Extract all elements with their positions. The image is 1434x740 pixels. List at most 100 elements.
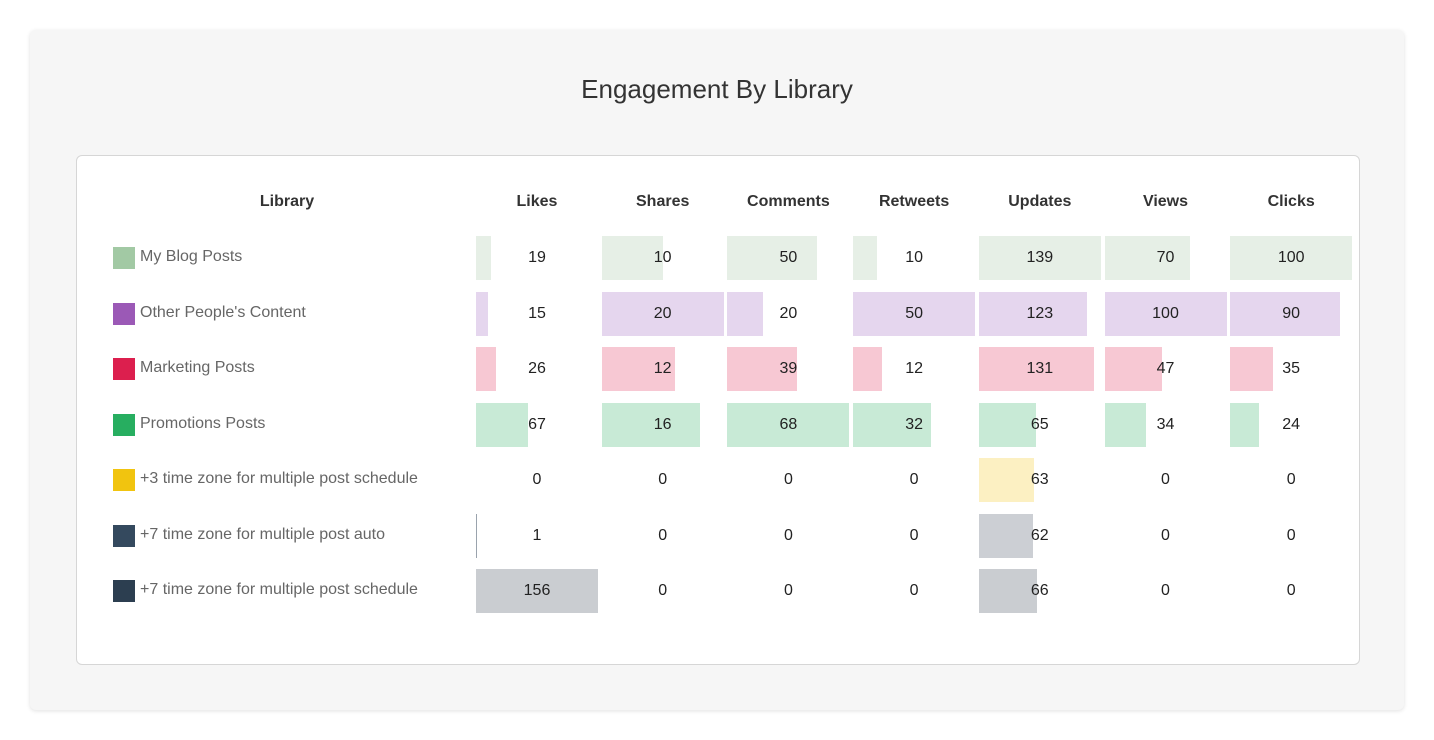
value-bar [476, 513, 477, 558]
cell-value: 0 [658, 582, 668, 599]
value-bar [476, 347, 496, 391]
value-bar [978, 513, 1033, 558]
cell-value: 39 [779, 360, 798, 377]
cell-value: 10 [905, 249, 923, 266]
cell-likes: 15 [476, 291, 598, 336]
value-bar [978, 291, 1087, 336]
library-name: Promotions Posts [140, 414, 266, 432]
library-name: Marketing Posts [140, 359, 255, 376]
value-bar [601, 236, 663, 280]
library-color-swatch [113, 358, 135, 380]
library-color-swatch [113, 247, 135, 269]
cell-comments: 0 [727, 569, 849, 613]
cell-value: 0 [1161, 582, 1170, 599]
value-bar [727, 347, 798, 391]
cell-views: 0 [1105, 458, 1227, 502]
cell-likes: 67 [476, 402, 598, 447]
cell-value: 0 [1161, 471, 1170, 488]
value-bar [601, 402, 700, 447]
cell-retweets: 12 [853, 347, 975, 391]
cell-views: 100 [1104, 291, 1227, 336]
cell-shares: 20 [601, 291, 724, 336]
library-color-swatch [113, 580, 135, 602]
engagement-table: Library Likes Shares Comments Retweets Update… [76, 155, 1360, 665]
cell-comments: 50 [727, 236, 849, 280]
table-row: +7 time zone for multiple post schedule 1… [77, 569, 1359, 613]
value-bar [978, 458, 1034, 502]
cell-clicks: 24 [1230, 402, 1352, 447]
table-row: Other People's Content 15 20 20 50 123 100 90 [77, 291, 1359, 336]
table-row: Marketing Posts 26 12 39 12 131 47 35 [77, 347, 1359, 391]
value-bar [853, 347, 883, 391]
cell-clicks: 0 [1230, 514, 1352, 558]
cell-value: 10 [653, 249, 672, 266]
header-clicks: Clicks [1267, 193, 1315, 210]
header-retweets: Retweets [878, 193, 950, 210]
library-color-swatch [113, 302, 135, 325]
cell-likes: 0 [476, 458, 598, 502]
cell-views: 70 [1104, 236, 1227, 280]
cell-likes: 1 [476, 513, 598, 558]
cell-value: 15 [528, 304, 546, 322]
library-name: +3 time zone for multiple post schedule [140, 470, 418, 487]
table-row: Promotions Posts 67 16 68 32 65 34 24 [77, 402, 1359, 447]
cell-comments: 0 [727, 514, 849, 558]
cell-value: 131 [1026, 360, 1054, 377]
value-bar [853, 291, 976, 336]
value-bar [727, 402, 850, 447]
cell-value: 0 [1161, 526, 1170, 544]
value-bar [601, 291, 724, 336]
cell-value: 0 [909, 582, 919, 599]
cell-updates: 62 [978, 513, 1101, 558]
header-updates: Updates [1008, 193, 1072, 210]
chart-title: Engagement By Library [581, 74, 853, 104]
value-bar [1104, 291, 1227, 336]
cell-value: 0 [909, 526, 919, 544]
cell-retweets: 10 [853, 236, 975, 280]
value-bar [727, 291, 764, 336]
library-color-swatch [113, 524, 135, 547]
cell-clicks: 90 [1230, 291, 1352, 336]
header-shares: Shares [636, 193, 690, 210]
header-library: Library [259, 193, 315, 210]
value-bar [978, 569, 1037, 613]
cell-value: 0 [658, 471, 668, 488]
value-bar [476, 402, 528, 447]
cell-comments: 68 [727, 402, 850, 447]
table-row: +7 time zone for multiple post auto 1 0 0 0 6… [77, 513, 1359, 558]
engagement-card: Engagement By Library Library Likes Shares… [30, 30, 1404, 710]
cell-shares: 0 [602, 569, 724, 613]
cell-likes: 19 [476, 236, 598, 280]
cell-value: 90 [1282, 304, 1301, 322]
cell-views: 0 [1105, 569, 1227, 613]
cell-updates: 63 [978, 458, 1101, 502]
cell-value: 20 [779, 304, 798, 322]
cell-views: 34 [1104, 402, 1227, 447]
cell-value: 20 [653, 304, 672, 322]
table-row: My Blog Posts 19 10 50 10 139 70 100 [77, 236, 1359, 280]
value-bar [601, 347, 675, 391]
value-bar [476, 569, 598, 613]
cell-retweets: 50 [853, 291, 976, 336]
library-name: My Blog Posts [140, 248, 243, 265]
cell-updates: 131 [978, 347, 1101, 391]
cell-value: 50 [779, 249, 798, 266]
value-bar [476, 236, 491, 280]
cell-clicks: 0 [1230, 458, 1352, 502]
cell-value: 19 [528, 249, 546, 266]
cell-retweets: 32 [853, 402, 975, 447]
library-name: +7 time zone for multiple post auto [140, 525, 386, 543]
cell-shares: 0 [602, 514, 724, 558]
cell-clicks: 0 [1230, 569, 1352, 613]
cell-updates: 139 [978, 236, 1101, 280]
cell-value: 16 [653, 415, 672, 433]
value-bar [978, 236, 1101, 280]
value-bar [1230, 236, 1353, 280]
value-bar [978, 402, 1036, 447]
cell-value: 0 [658, 526, 668, 544]
cell-updates: 123 [978, 291, 1101, 336]
value-bar [727, 236, 818, 280]
cell-value: 26 [528, 360, 546, 377]
header-views: Views [1142, 193, 1189, 210]
cell-value: 0 [1286, 526, 1296, 544]
